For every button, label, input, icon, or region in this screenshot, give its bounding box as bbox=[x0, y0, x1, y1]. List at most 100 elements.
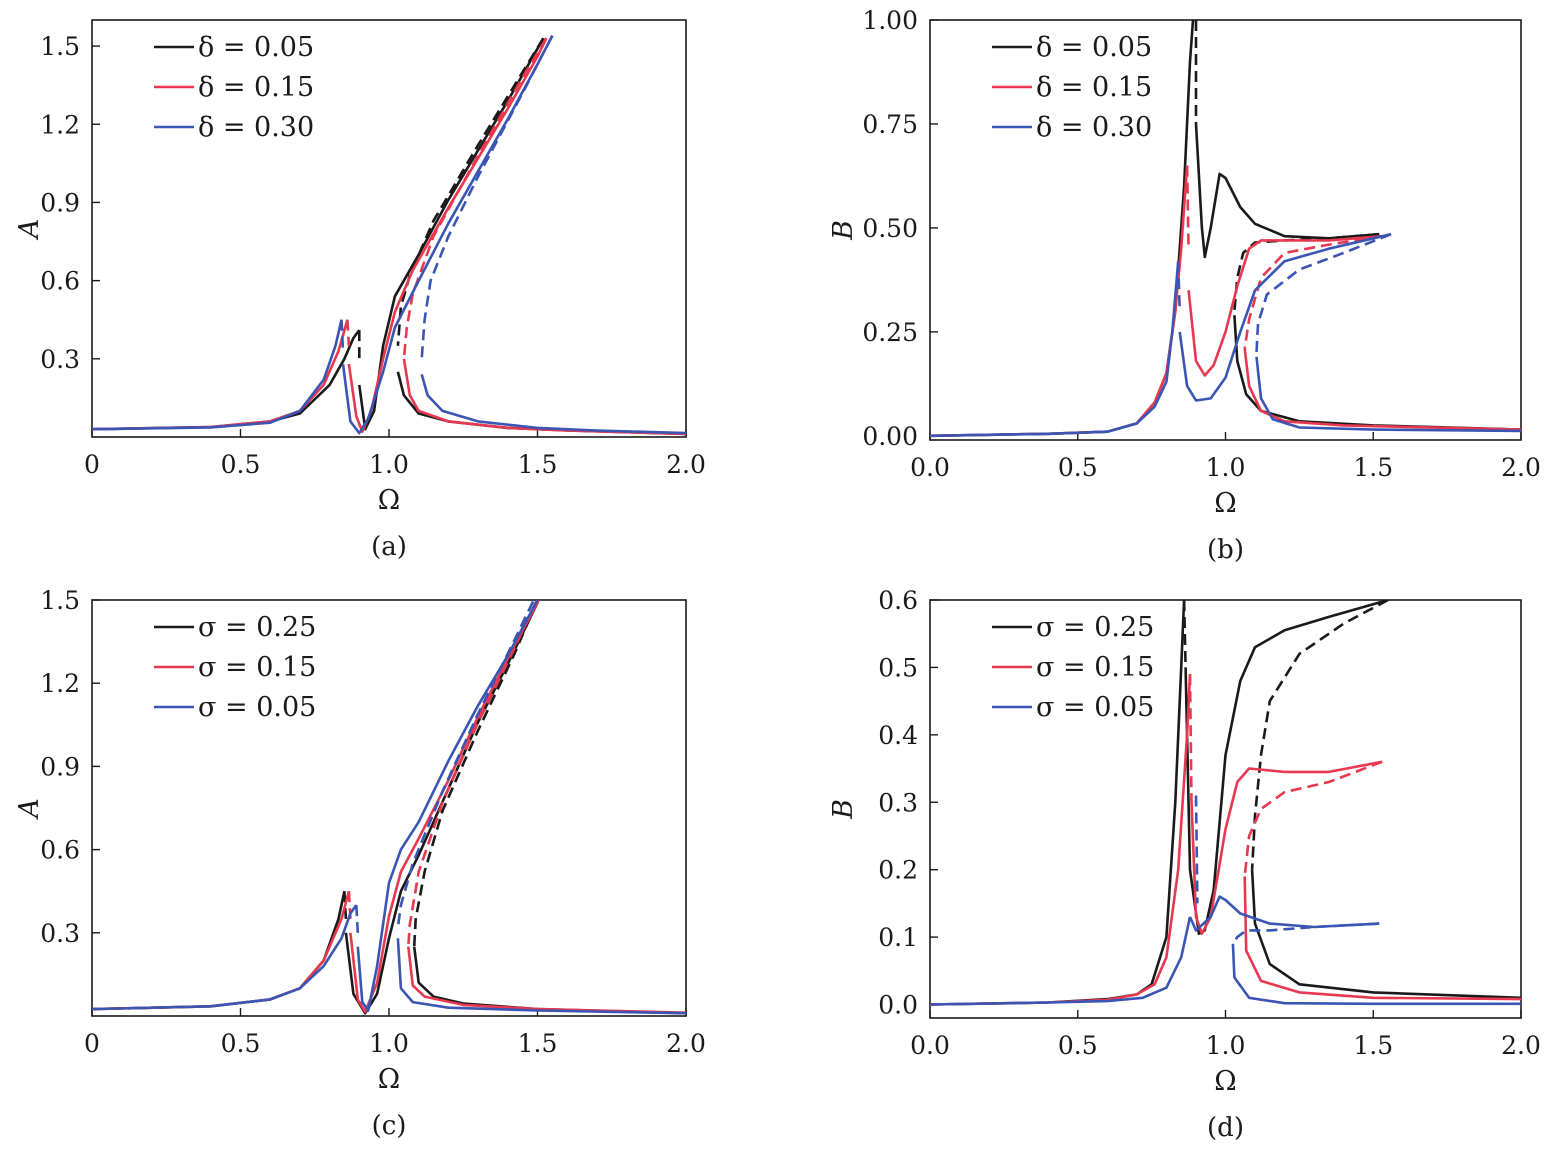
series-line-stable bbox=[420, 374, 686, 435]
series-line-stable bbox=[341, 35, 554, 435]
series-2 bbox=[930, 674, 1521, 1006]
series-line-stable bbox=[1250, 869, 1521, 1000]
legend-label: σ = 0.15 bbox=[198, 652, 316, 683]
x-tick-label: 0.5 bbox=[1058, 1031, 1098, 1060]
y-tick-label: 0.5 bbox=[878, 653, 918, 682]
y-tick-label: 0.9 bbox=[40, 752, 80, 781]
legend-label: δ = 0.05 bbox=[1036, 32, 1152, 63]
series-2 bbox=[92, 37, 686, 436]
plot-frame bbox=[91, 19, 687, 438]
y-tick-label: 1.5 bbox=[40, 32, 80, 61]
x-axis-label: Ω bbox=[1214, 488, 1236, 519]
legend-label: σ = 0.15 bbox=[1036, 652, 1154, 683]
x-tick-label: 0.5 bbox=[221, 450, 261, 479]
y-tick-label: 0.25 bbox=[862, 318, 918, 347]
series-line-stable bbox=[92, 329, 361, 431]
series-line-unstable bbox=[1243, 760, 1383, 877]
x-tick-label: 1.0 bbox=[1206, 1031, 1246, 1060]
series-line-stable bbox=[1187, 234, 1383, 377]
panel-caption: (c) bbox=[372, 1111, 407, 1141]
series-line-stable bbox=[930, 916, 1192, 1006]
x-tick-label: 0 bbox=[84, 1029, 100, 1058]
series-line-stable bbox=[92, 890, 351, 1011]
panel-caption: (a) bbox=[371, 532, 407, 562]
series-line-stable bbox=[1255, 356, 1521, 433]
y-tick-label: 0.6 bbox=[40, 836, 80, 865]
series-line-unstable bbox=[407, 600, 539, 947]
y-tick-label: 0.75 bbox=[862, 110, 918, 139]
y-axis-label: A bbox=[14, 219, 45, 242]
x-tick-label: 1.0 bbox=[369, 450, 409, 479]
x-tick-label: 2.0 bbox=[666, 1029, 706, 1058]
x-axis-label: Ω bbox=[378, 1064, 400, 1095]
y-tick-label: 1.5 bbox=[40, 586, 80, 615]
y-axis-label: A bbox=[14, 798, 45, 821]
series-line-stable bbox=[1178, 232, 1392, 402]
legend-label: δ = 0.05 bbox=[198, 32, 314, 63]
series-line-unstable bbox=[396, 600, 536, 928]
series-3 bbox=[930, 232, 1521, 438]
series-line-stable bbox=[930, 165, 1189, 438]
series-line-stable bbox=[396, 938, 686, 1015]
legend: σ = 0.25 σ = 0.15 σ = 0.05 bbox=[992, 612, 1154, 723]
legend-label: δ = 0.30 bbox=[1036, 112, 1152, 143]
y-tick-label: 0.0 bbox=[878, 991, 918, 1020]
y-axis-label: B bbox=[828, 220, 859, 241]
y-tick-label: 1.00 bbox=[862, 6, 918, 35]
series-1 bbox=[92, 37, 686, 436]
series-line-stable bbox=[92, 890, 346, 1011]
series-line-unstable bbox=[355, 905, 360, 933]
x-axis-label: Ω bbox=[1214, 1066, 1236, 1097]
plot-area bbox=[92, 35, 686, 436]
series-line-stable bbox=[1190, 760, 1383, 935]
series-line-unstable bbox=[340, 319, 345, 352]
series-line-stable bbox=[1243, 348, 1521, 431]
series-line-stable bbox=[930, 674, 1192, 1006]
plot-area bbox=[930, 600, 1521, 1006]
series-line-unstable bbox=[402, 37, 548, 359]
panel-c: 0 0.5 1.0 1.5 2.0 0.3 0.6 0.9 1.2 1.5 Ω A (c) σ = 0.2… bbox=[14, 586, 706, 1141]
legend: δ = 0.05 δ = 0.15 δ = 0.30 bbox=[154, 32, 314, 143]
series-1 bbox=[930, 600, 1521, 1006]
y-tick-label: 0.3 bbox=[40, 919, 80, 948]
x-tick-label: 2.0 bbox=[1501, 453, 1541, 482]
series-line-unstable bbox=[420, 35, 554, 359]
series-line-unstable bbox=[1255, 232, 1392, 353]
y-tick-label: 0.3 bbox=[878, 788, 918, 817]
legend-label: σ = 0.25 bbox=[1036, 612, 1154, 643]
x-tick-label: 1.5 bbox=[518, 450, 558, 479]
series-line-stable bbox=[92, 319, 349, 431]
series-line-unstable bbox=[1176, 261, 1181, 312]
series-line-stable bbox=[1231, 943, 1521, 1006]
legend-label: δ = 0.30 bbox=[198, 112, 314, 143]
x-tick-label: 0.5 bbox=[221, 1029, 261, 1058]
y-tick-label: 0.6 bbox=[878, 586, 918, 615]
y-tick-label: 0.4 bbox=[878, 721, 918, 750]
panel-a: 0 0.5 1.0 1.5 2.0 0.3 0.6 0.9 1.2 1.5 Ω A (a) δ = 0.0… bbox=[14, 19, 706, 562]
series-line-unstable bbox=[1243, 234, 1383, 349]
panel-caption: (b) bbox=[1207, 535, 1244, 565]
series-line-unstable bbox=[396, 37, 545, 346]
y-tick-label: 0.00 bbox=[862, 422, 918, 451]
x-tick-label: 1.0 bbox=[369, 1029, 409, 1058]
series-line-stable bbox=[930, 261, 1180, 438]
series-line-unstable bbox=[343, 891, 348, 919]
panel-d: 0.0 0.5 1.0 1.5 2.0 0.0 0.1 0.2 0.3 0.4 0.5 0.6 Ω B (d… bbox=[828, 586, 1541, 1143]
x-tick-label: 0.0 bbox=[910, 453, 950, 482]
x-tick-label: 2.0 bbox=[666, 450, 706, 479]
series-line-unstable bbox=[1250, 600, 1389, 870]
series-line-stable bbox=[402, 358, 686, 436]
x-tick-label: 0.0 bbox=[910, 1031, 950, 1060]
legend-label: δ = 0.15 bbox=[1036, 72, 1152, 103]
series-line-stable bbox=[407, 946, 686, 1014]
plot-frame bbox=[929, 599, 1522, 1019]
y-tick-label: 0.50 bbox=[862, 214, 918, 243]
x-tick-label: 1.0 bbox=[1206, 453, 1246, 482]
series-line-unstable bbox=[1231, 922, 1380, 945]
x-axis-label: Ω bbox=[378, 485, 400, 516]
series-line-unstable bbox=[1188, 674, 1193, 803]
x-tick-label: 1.5 bbox=[518, 1029, 558, 1058]
legend-label: δ = 0.15 bbox=[198, 72, 314, 103]
x-tick-label: 1.5 bbox=[1353, 453, 1393, 482]
